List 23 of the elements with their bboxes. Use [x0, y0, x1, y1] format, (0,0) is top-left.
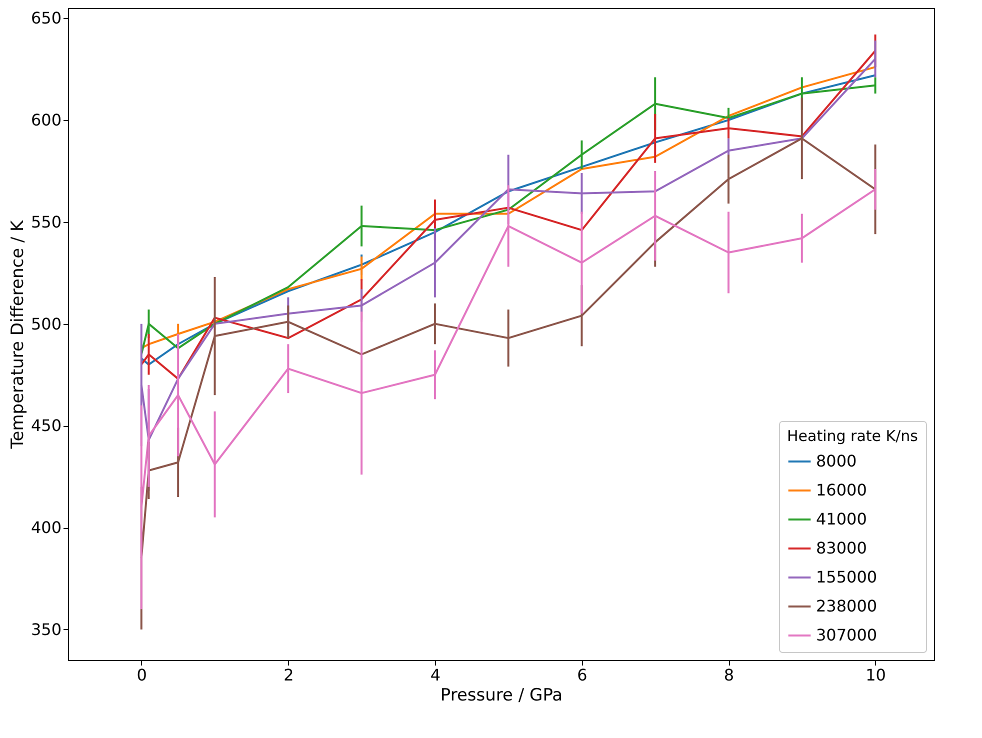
legend-label: 238000 [816, 596, 878, 616]
x-tick-label: 8 [724, 666, 734, 684]
x-tick-label: 0 [136, 666, 147, 684]
y-tick-label: 650 [30, 8, 62, 28]
legend-title: Heating rate K/ns [787, 427, 918, 445]
x-tick-label: 6 [577, 666, 588, 684]
y-tick-label: 500 [30, 314, 62, 334]
legend-label: 83000 [816, 538, 867, 558]
y-tick-label: 350 [30, 620, 62, 639]
legend-label: 155000 [816, 568, 878, 586]
y-tick-label: 400 [30, 518, 62, 538]
x-tick-label: 2 [284, 666, 294, 684]
legend-label: 307000 [816, 626, 878, 644]
y-tick-label: 550 [30, 212, 62, 232]
y-tick-label: 450 [30, 416, 62, 436]
legend-label: 41000 [816, 510, 867, 528]
y-axis-title: Temperature Difference / K [8, 219, 28, 450]
x-axis-title: Pressure / GPa [440, 686, 563, 706]
legend-label: 8000 [816, 452, 857, 470]
x-tick-label: 10 [866, 666, 886, 684]
legend-label: 16000 [816, 480, 867, 500]
y-tick-label: 600 [30, 110, 62, 130]
x-tick-label: 4 [430, 666, 441, 684]
